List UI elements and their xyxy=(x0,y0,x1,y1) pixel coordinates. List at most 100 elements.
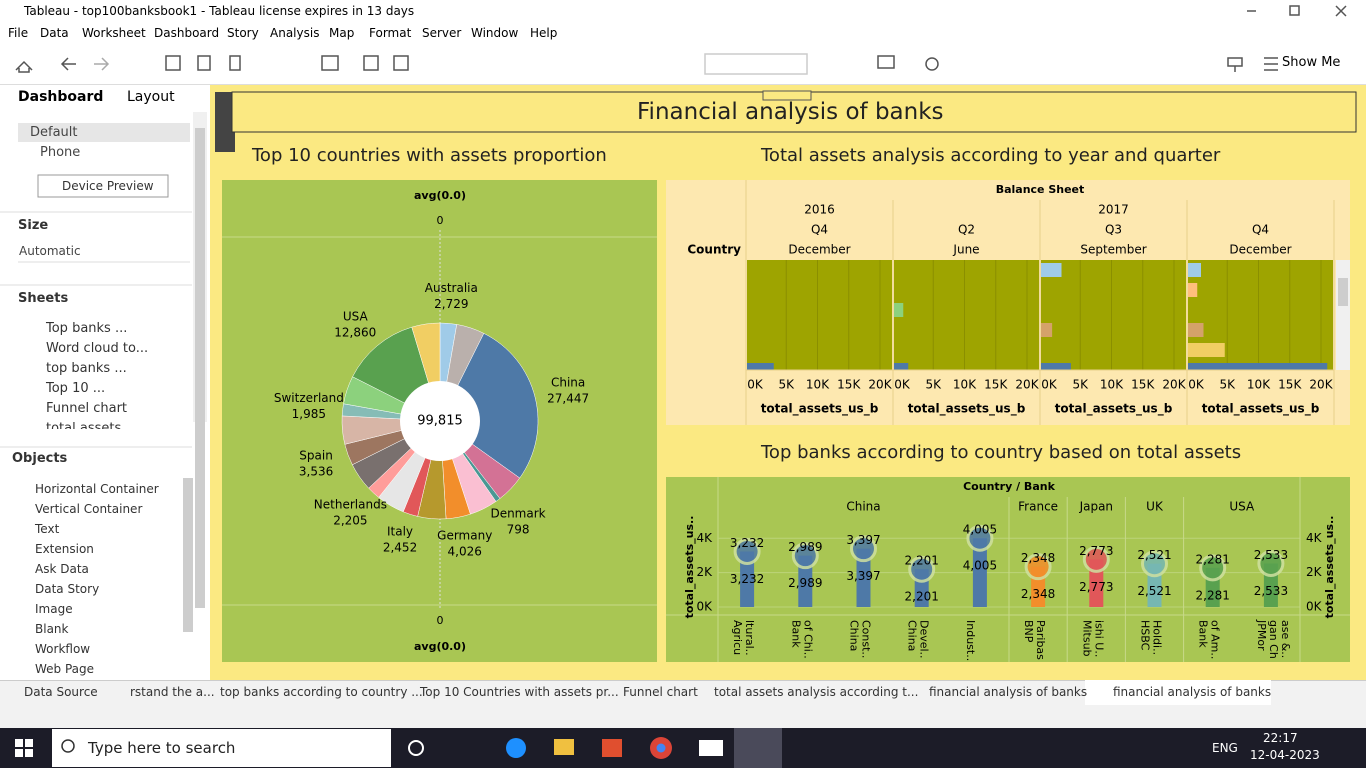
x-tick-label: 20K xyxy=(1309,378,1333,392)
lollipop-head xyxy=(1199,554,1227,582)
device-option[interactable]: Default xyxy=(30,125,78,140)
object-item[interactable]: Web Page xyxy=(35,662,95,676)
pie-title: Top 10 countries with assets proportion xyxy=(252,145,607,166)
menu-item[interactable]: Map xyxy=(329,26,355,40)
x-axis-title: total_assets_us_b xyxy=(761,402,879,417)
sheet-tab[interactable]: top banks according to country ... xyxy=(220,685,423,699)
bar xyxy=(747,363,774,370)
object-item[interactable]: Extension xyxy=(35,542,94,556)
object-item[interactable]: Ask Data xyxy=(35,562,89,576)
size-dropdown[interactable]: Automatic xyxy=(19,244,81,258)
object-item[interactable]: Blank xyxy=(35,622,69,636)
slice-value: 798 xyxy=(507,522,530,536)
sheet-item[interactable]: Top 10 ... xyxy=(46,381,106,396)
bar xyxy=(972,538,987,607)
object-item[interactable]: Text xyxy=(35,522,60,536)
search-box[interactable] xyxy=(52,729,391,767)
x-tick-label: Holdi.. xyxy=(1151,620,1164,655)
menu-item[interactable]: Dashboard xyxy=(154,26,220,40)
object-item[interactable]: Workflow xyxy=(35,642,91,656)
sheet-item[interactable]: Word cloud to... xyxy=(46,341,149,356)
device-preview-button[interactable]: Device Preview xyxy=(62,179,154,193)
pie-slice xyxy=(439,333,539,479)
menu-item[interactable]: Window xyxy=(471,26,519,40)
sheet-tab[interactable]: Data Source xyxy=(24,685,98,699)
quarter: Q2 xyxy=(958,223,975,237)
section-label: Objects xyxy=(12,451,68,466)
menu-item[interactable]: Format xyxy=(369,26,412,40)
row-label: Belgium xyxy=(691,303,740,317)
menu-item[interactable]: Worksheet xyxy=(82,26,146,40)
value-label: 2,281 xyxy=(1196,588,1230,602)
heat-title: Total assets analysis according to year … xyxy=(761,145,1221,166)
sheet-item[interactable]: top banks ... xyxy=(46,361,127,376)
sheet-item[interactable]: Top banks ... xyxy=(46,321,128,336)
year: 2017 xyxy=(1098,203,1129,217)
menu-item[interactable]: Help xyxy=(530,26,558,40)
value-label: 2,989 xyxy=(788,576,822,590)
menu-item[interactable]: Story xyxy=(227,26,259,40)
sidebar-tab[interactable]: Layout xyxy=(127,89,175,105)
value-label: 3,397 xyxy=(846,533,880,547)
value-label: 3,232 xyxy=(730,536,764,550)
device-option[interactable]: Phone xyxy=(40,145,81,160)
sheet-tab[interactable]: financial analysis of banks xyxy=(1113,685,1272,699)
object-item[interactable]: Vertical Container xyxy=(35,502,143,516)
x-axis-title: total_assets_us_b xyxy=(908,402,1026,417)
object-item[interactable]: Image xyxy=(35,602,73,616)
slice-label: Italy xyxy=(387,525,413,539)
group-label: UK xyxy=(1146,500,1164,514)
axis-label: avg(0.0) xyxy=(414,189,466,202)
slice-label: China xyxy=(551,375,585,389)
scrollbar xyxy=(1336,260,1350,370)
quarter: Q4 xyxy=(811,223,828,237)
menu-item[interactable]: Data xyxy=(40,26,69,40)
toolbar xyxy=(0,44,1366,85)
search-text[interactable]: Type here to search xyxy=(88,739,236,757)
x-tick-label: 5K xyxy=(1072,378,1089,392)
show-me[interactable]: Show Me xyxy=(1282,55,1341,70)
x-tick-label: 15K xyxy=(984,378,1008,392)
sheet-tab[interactable]: Top 10 Countries with assets pr... xyxy=(420,685,619,699)
x-tick-label: HSBC xyxy=(1139,620,1152,651)
sheet-tab[interactable]: Funnel chart xyxy=(623,685,698,699)
sheet-item[interactable]: Funnel chart xyxy=(46,401,128,416)
lollipop-head xyxy=(1141,550,1168,578)
row-label: Australia xyxy=(687,263,740,277)
sidebar-tab[interactable]: Dashboard xyxy=(18,89,104,105)
object-item[interactable]: Data Story xyxy=(35,582,100,596)
x-tick-label: of Am.. xyxy=(1209,620,1222,659)
x-tick-label: 20K xyxy=(868,378,892,392)
y-axis-title: total_assets_us.. xyxy=(683,516,696,619)
sheet-item[interactable]: total assets xyxy=(46,421,122,429)
month: December xyxy=(1229,243,1291,257)
value-label: 2,773 xyxy=(1079,580,1113,594)
object-item[interactable]: Horizontal Container xyxy=(35,482,159,496)
pie-panel: avg(0.0) 0 0 avg(0.0) Australia 2,729 China 27,… xyxy=(222,180,657,662)
menu-item[interactable]: File xyxy=(8,26,29,40)
bar xyxy=(1041,363,1071,370)
x-tick-label: China xyxy=(848,620,861,651)
menu-item[interactable]: Analysis xyxy=(270,26,320,40)
bar xyxy=(894,363,909,370)
sheet-tab[interactable]: total assets analysis according t... xyxy=(714,685,919,699)
bar xyxy=(1041,323,1053,337)
slice-value: 1,985 xyxy=(292,407,326,421)
sheet-tab[interactable]: financial analysis of banks xyxy=(929,685,1088,699)
slice-value: 12,860 xyxy=(334,326,376,340)
heat-panel: Balance Sheet 2016 2017 Country Australia Aus… xyxy=(666,180,1350,425)
x-tick-label: 5K xyxy=(1219,378,1236,392)
year: 2016 xyxy=(804,203,835,217)
bar xyxy=(740,551,755,607)
y-tick-label: 4K xyxy=(1306,531,1323,545)
x-axis-title: total_assets_us_b xyxy=(1202,402,1320,417)
slice-label: USA xyxy=(343,310,369,324)
menu-item[interactable]: Server xyxy=(422,26,462,40)
month: June xyxy=(952,243,979,257)
x-tick-label: 0K xyxy=(1041,378,1058,392)
x-tick-label: 5K xyxy=(925,378,942,392)
x-tick-label: 0K xyxy=(894,378,911,392)
sheet-tab[interactable]: rstand the a... xyxy=(130,685,215,699)
axis-label: 0 xyxy=(437,214,444,227)
